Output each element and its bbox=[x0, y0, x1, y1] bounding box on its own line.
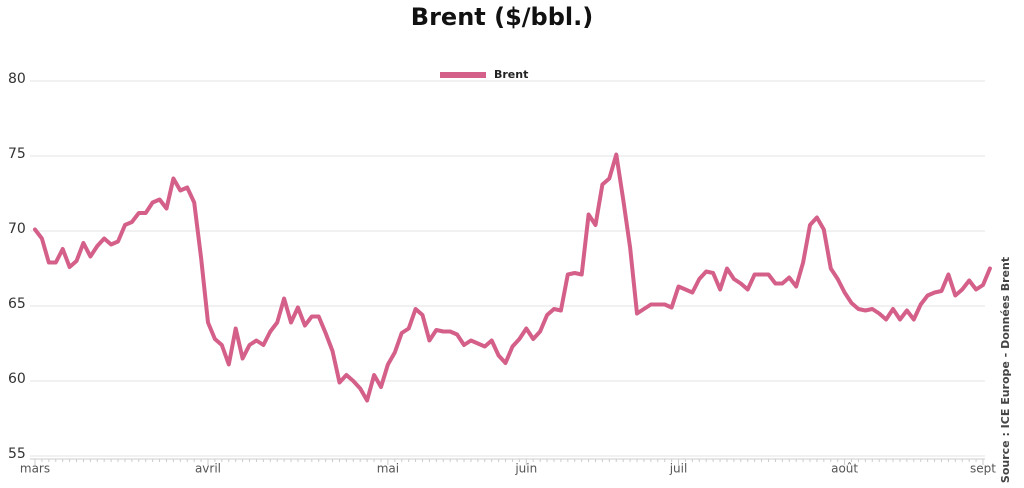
chart-title: Brent ($/bbl.) bbox=[411, 3, 593, 31]
x-tick-label: sept bbox=[970, 462, 996, 476]
x-tick-label: juin bbox=[514, 462, 537, 476]
y-tick-label: 60 bbox=[8, 371, 26, 387]
source: Source : ICE Europe - Données Brent bbox=[999, 257, 1012, 483]
y-tick-label: 55 bbox=[8, 446, 26, 462]
x-tick-label: mars bbox=[20, 462, 50, 476]
x-tick-label: avril bbox=[195, 462, 221, 476]
x-tick-label: août bbox=[831, 462, 858, 476]
y-tick-label: 70 bbox=[8, 221, 26, 237]
legend-label: Brent bbox=[494, 68, 528, 81]
line bbox=[33, 152, 992, 403]
y-tick-label: 80 bbox=[8, 71, 26, 87]
y-tick-label: 75 bbox=[8, 146, 26, 162]
x-tick-label: juil bbox=[669, 462, 688, 476]
x-tick-label: mai bbox=[377, 462, 399, 476]
y-tick-label: 65 bbox=[8, 296, 26, 312]
